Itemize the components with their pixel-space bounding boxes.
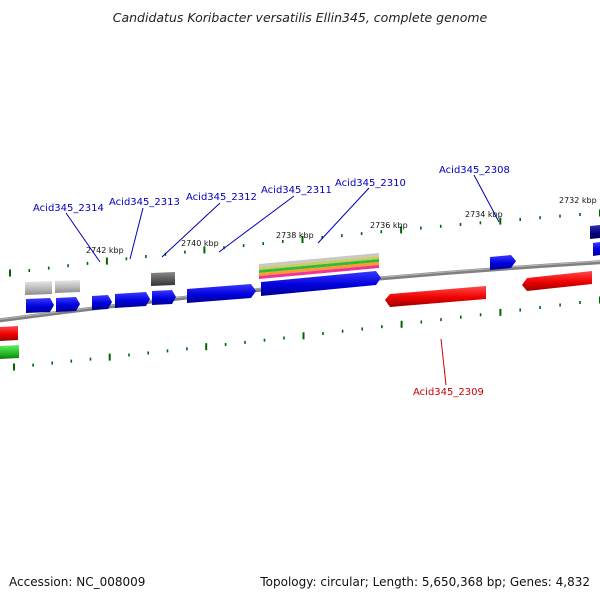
gene-label-acid345-2313[interactable]: Acid345_2313 (109, 197, 180, 208)
forward-cds[interactable] (187, 284, 256, 303)
rna-feature-pink[interactable] (259, 265, 379, 279)
gene-labels: Acid345_2314 Acid345_2313 Acid345_2312 A… (33, 165, 510, 398)
forward-cds[interactable] (593, 242, 600, 256)
forward-cds[interactable] (152, 290, 176, 305)
feature-track-upper (25, 225, 600, 295)
navy-feature[interactable] (590, 225, 600, 239)
scale-tick-label: 2736 kbp (370, 221, 408, 230)
forward-cds[interactable] (56, 297, 80, 312)
scale-tick-label: 2742 kbp (86, 246, 124, 255)
green-feature[interactable] (0, 345, 19, 359)
topology-text: Topology: circular; Length: 5,650,368 bp… (260, 575, 590, 589)
label-leaders (65, 174, 500, 386)
scale-tick-label: 2740 kbp (181, 239, 219, 248)
forward-cds[interactable] (490, 255, 516, 270)
inner-marker-ticks (13, 296, 600, 371)
forward-cds[interactable] (261, 271, 381, 296)
gene-label-acid345-2309[interactable]: Acid345_2309 (413, 387, 484, 398)
accession-text: Accession: NC_008009 (9, 575, 146, 589)
genome-title: Candidatus Koribacter versatilis Ellin34… (112, 10, 488, 25)
scale-tick-label: 2734 kbp (465, 210, 503, 219)
reverse-cds[interactable] (522, 271, 592, 291)
rna-feature-orange[interactable] (259, 262, 379, 276)
forward-strand-track (26, 242, 600, 313)
forward-cds[interactable] (115, 292, 150, 308)
forward-cds[interactable] (26, 298, 54, 313)
scale-tick-label: 2738 kbp (276, 231, 314, 240)
forward-cds[interactable] (92, 295, 112, 310)
reverse-cds[interactable] (385, 286, 486, 307)
gene-label-acid345-2310[interactable]: Acid345_2310 (335, 178, 406, 189)
scale-tick-label: 2732 kbp (559, 196, 597, 205)
grey-feature[interactable] (25, 281, 52, 295)
scale-labels: 2742 kbp 2740 kbp 2738 kbp 2736 kbp 2734… (86, 196, 597, 255)
reverse-strand-track (0, 271, 592, 359)
dark-feature[interactable] (151, 272, 175, 286)
rna-feature-olive[interactable] (259, 256, 379, 270)
reverse-cds[interactable] (0, 326, 18, 341)
grey-feature[interactable] (55, 280, 80, 293)
gene-label-acid345-2312[interactable]: Acid345_2312 (186, 192, 257, 203)
rna-feature-green[interactable] (259, 259, 379, 273)
gene-label-acid345-2314[interactable]: Acid345_2314 (33, 203, 104, 214)
outer-marker-ticks (9, 209, 600, 277)
rna-feature-grey[interactable] (259, 253, 379, 267)
gene-label-acid345-2308[interactable]: Acid345_2308 (439, 165, 510, 176)
gene-label-acid345-2311[interactable]: Acid345_2311 (261, 185, 332, 196)
